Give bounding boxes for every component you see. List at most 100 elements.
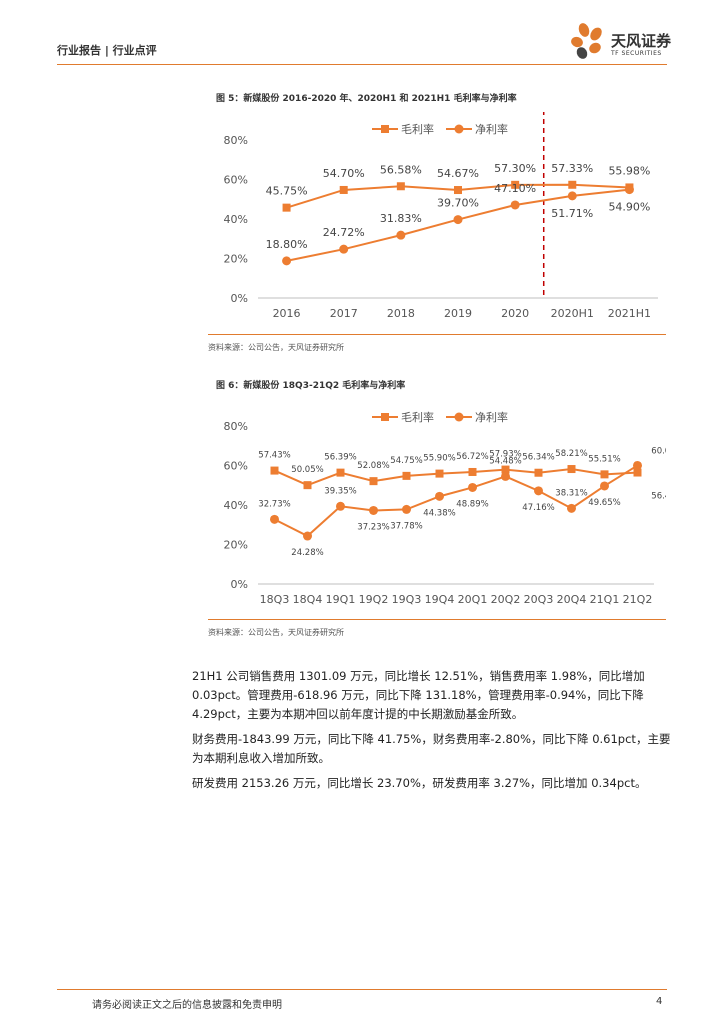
y-tick-label: 0%	[231, 578, 248, 591]
data-label: 55.51%	[588, 454, 620, 464]
data-point-net-margin	[336, 501, 345, 511]
x-tick-label: 20Q1	[458, 593, 488, 606]
data-point-gross-margin	[336, 468, 345, 477]
data-point-net-margin	[339, 244, 349, 254]
data-point-net-margin	[303, 531, 312, 541]
x-tick-label: 2016	[273, 307, 301, 320]
data-point-net-margin	[435, 491, 444, 501]
data-point-net-margin	[600, 481, 609, 491]
report-category: 行业报告 | 行业点评	[57, 44, 157, 57]
data-label: 58.21%	[555, 449, 587, 459]
x-tick-label: 18Q3	[260, 593, 290, 606]
figure-5-source: 资料来源：公司公告，天风证券研究所	[208, 343, 344, 352]
legend-label: 毛利率	[401, 122, 434, 136]
x-tick-label: 2018	[387, 307, 415, 320]
x-tick-label: 2017	[330, 307, 358, 320]
data-point-net-margin	[510, 200, 520, 210]
x-tick-label: 20Q4	[557, 593, 587, 606]
x-tick-label: 20Q3	[524, 593, 554, 606]
x-tick-label: 2020H1	[551, 307, 594, 320]
data-point-gross-margin	[369, 477, 378, 486]
data-label: 54.48%	[489, 456, 521, 466]
x-tick-label: 21Q1	[590, 593, 620, 606]
data-point-net-margin	[501, 471, 510, 481]
data-point-net-margin	[402, 504, 411, 514]
page-number: 4	[656, 996, 663, 1007]
data-point-gross-margin	[501, 465, 510, 474]
data-label: 37.23%	[357, 522, 389, 532]
data-label: 55.98%	[608, 164, 650, 177]
data-point-net-margin	[453, 215, 463, 225]
data-point-net-margin	[567, 191, 577, 201]
figure-6-title: 图 6：新媒股份 18Q3-21Q2 毛利率与净利率	[216, 381, 406, 391]
data-label: 50.05%	[291, 465, 323, 475]
figure-6-chart: 0%20%40%60%80%18Q3 18Q4 19Q1 19Q2 19Q3 19Q4 20…	[224, 410, 666, 606]
data-label: 54.67%	[437, 167, 479, 180]
data-label: 39.70%	[437, 197, 479, 210]
logo-icon	[571, 23, 602, 59]
data-label: 18.80%	[266, 238, 308, 251]
data-point-gross-margin	[396, 182, 405, 191]
data-point-gross-margin	[402, 471, 411, 480]
data-point-net-margin	[468, 482, 477, 492]
figure-5-title: 图 5：新媒股份 2016-2020 年、2020H1 和 2021H1 毛利率…	[216, 94, 517, 104]
paragraph-expenses-2: 财务费用-1843.99 万元，同比下降 41.75%，财务费用率-2.80%，…	[192, 732, 671, 765]
data-point-gross-margin	[270, 466, 279, 475]
data-point-gross-margin	[282, 203, 291, 212]
x-tick-label: 2019	[444, 307, 472, 320]
paragraph-expenses-1: 21H1 公司销售费用 1301.09 万元，同比增长 12.51%，销售费用率…	[192, 669, 645, 721]
x-tick-label: 18Q4	[293, 593, 323, 606]
x-tick-label: 21Q2	[623, 593, 653, 606]
x-tick-label: 2021H1	[608, 307, 651, 320]
x-tick-label: 20Q2	[491, 593, 521, 606]
y-tick-label: 20%	[224, 539, 248, 552]
x-tick-label: 19Q3	[392, 593, 422, 606]
legend-marker-circle	[454, 412, 464, 422]
data-point-net-margin	[270, 514, 279, 524]
x-tick-label: 19Q2	[359, 593, 389, 606]
data-label: 47.10%	[494, 182, 536, 195]
data-point-gross-margin	[511, 180, 520, 189]
data-point-gross-margin	[600, 470, 609, 479]
data-point-net-margin	[396, 230, 406, 240]
legend-label: 净利率	[475, 410, 508, 424]
legend-marker-square	[381, 125, 389, 133]
data-label: 45.75%	[266, 185, 308, 198]
data-label: 31.83%	[380, 212, 422, 225]
x-tick-label: 19Q4	[425, 593, 455, 606]
y-tick-label: 80%	[224, 420, 248, 433]
data-label: 56.34%	[522, 453, 554, 463]
y-tick-label: 80%	[224, 134, 248, 147]
figure-6-rule	[208, 619, 666, 620]
x-tick-label: 2020	[501, 307, 529, 320]
data-label: 56.44%	[651, 492, 666, 502]
data-label: 56.39%	[324, 453, 356, 463]
data-label: 48.89%	[456, 499, 488, 509]
data-label: 60.03%	[651, 446, 666, 456]
figure-5-chart: 0% 20% 40% 60% 80% 2016 2017 2018 2019 2020 2020H1…	[224, 112, 658, 320]
data-point-gross-margin	[633, 468, 642, 477]
data-label: 39.35%	[324, 486, 356, 496]
data-label: 56.58%	[380, 163, 422, 176]
series-line	[274, 464, 639, 538]
data-label: 57.43%	[258, 451, 290, 461]
data-point-gross-margin	[303, 481, 312, 490]
data-point-net-margin	[624, 185, 634, 195]
data-label: 56.72%	[456, 452, 488, 462]
x-tick-label: 19Q1	[326, 593, 356, 606]
data-label: 52.08%	[357, 461, 389, 471]
data-label: 55.90%	[423, 454, 455, 464]
data-point-gross-margin	[435, 469, 444, 478]
data-point-gross-margin	[534, 468, 543, 477]
y-tick-label: 0%	[231, 292, 248, 305]
logo-text: 天风证券	[611, 32, 672, 50]
data-label: 24.28%	[291, 548, 323, 558]
paragraph-expenses-3: 研发费用 2153.26 万元，同比增长 23.70%，研发费用率 3.27%，…	[192, 776, 647, 790]
legend-label: 毛利率	[401, 410, 434, 424]
figure-5-rule	[208, 334, 666, 335]
data-label: 24.72%	[323, 226, 365, 239]
data-label: 38.31%	[555, 488, 587, 498]
data-point-gross-margin	[468, 467, 477, 476]
data-point-gross-margin	[339, 185, 348, 194]
data-label: 37.78%	[390, 521, 422, 531]
